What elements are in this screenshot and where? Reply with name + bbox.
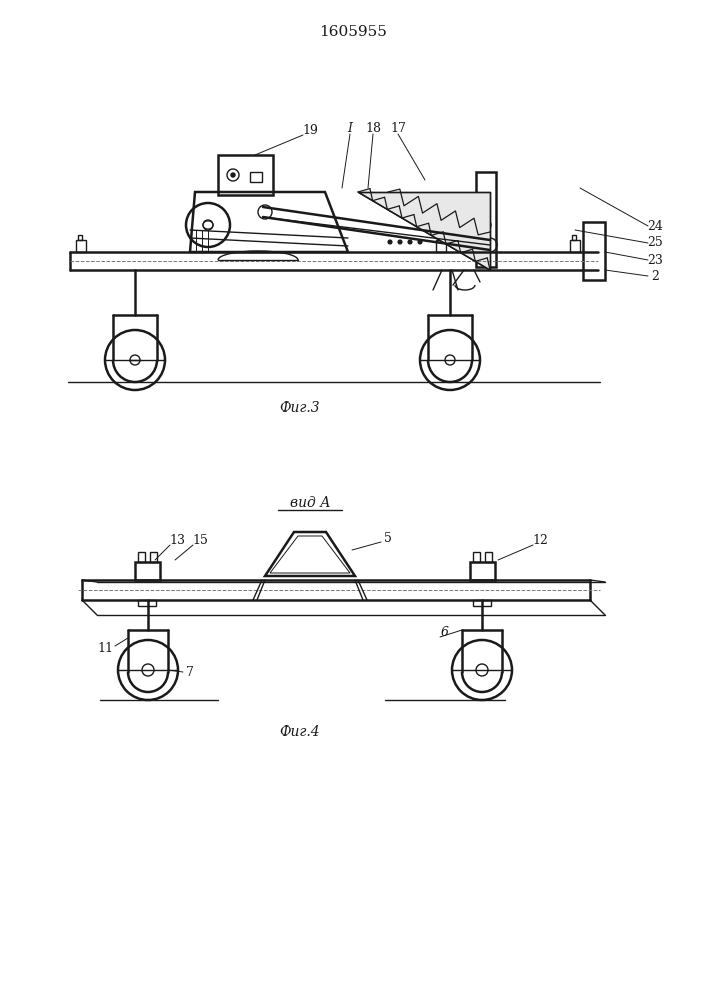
Text: 25: 25 [647,236,663,249]
Circle shape [408,240,412,244]
Circle shape [231,173,235,177]
Bar [138,600,156,606]
Text: 15: 15 [192,534,208,546]
Text: Фиг.4: Фиг.4 [280,725,320,739]
Bar [470,562,495,580]
Text: 2: 2 [651,269,659,282]
Circle shape [418,240,422,244]
Text: 5: 5 [384,532,392,544]
Circle shape [388,240,392,244]
Text: I: I [348,121,353,134]
Bar [570,240,580,252]
Text: 11: 11 [97,642,113,654]
Bar [473,552,480,562]
Text: 18: 18 [365,121,381,134]
Bar [583,222,605,280]
Text: 19: 19 [302,123,318,136]
Text: 12: 12 [532,534,548,546]
Polygon shape [358,192,490,270]
Bar [135,562,160,580]
Text: 7: 7 [186,666,194,678]
Text: 17: 17 [390,121,406,134]
Text: 23: 23 [647,253,663,266]
Circle shape [398,240,402,244]
Text: вид А: вид А [290,496,330,510]
Bar [473,600,491,606]
Bar [572,235,576,240]
Text: Фиг.3: Фиг.3 [280,401,320,415]
Text: 6: 6 [441,626,449,639]
Text: 1605955: 1605955 [319,25,387,39]
Bar [476,172,496,267]
Text: 24: 24 [647,220,663,232]
Bar [250,172,262,182]
Bar [485,552,492,562]
Bar [76,240,86,252]
Bar [78,235,82,240]
Bar [436,240,446,252]
Text: 13: 13 [169,534,185,546]
Bar [138,552,145,562]
Bar [150,552,157,562]
Bar [218,155,273,195]
Bar [438,235,442,240]
